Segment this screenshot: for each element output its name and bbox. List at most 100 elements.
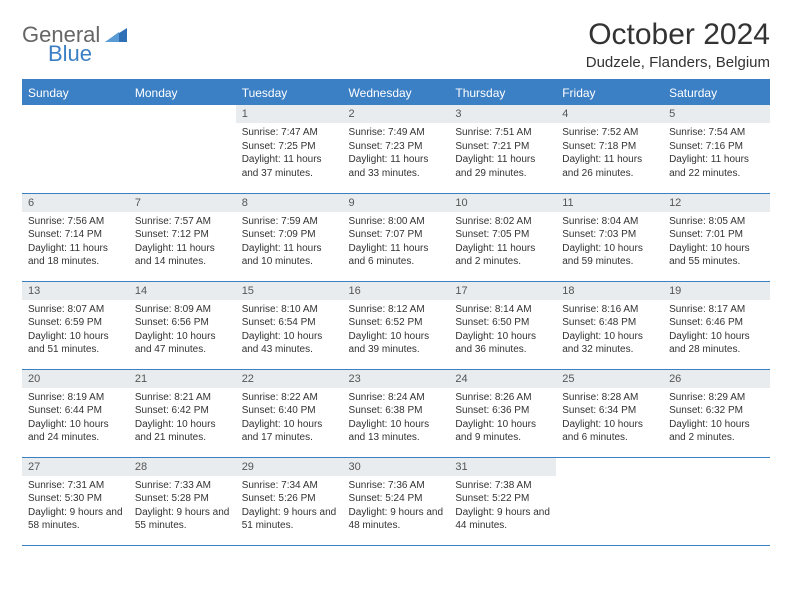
daylight-text: Daylight: 11 hours and 14 minutes. [135,242,230,269]
day-number: 25 [556,370,663,388]
sunset-text: Sunset: 7:05 PM [455,228,550,242]
sunrise-text: Sunrise: 7:33 AM [135,479,230,493]
sunrise-text: Sunrise: 8:00 AM [349,215,444,229]
calendar-table: SundayMondayTuesdayWednesdayThursdayFrid… [22,79,770,546]
sunrise-text: Sunrise: 7:51 AM [455,126,550,140]
calendar-cell: 28Sunrise: 7:33 AMSunset: 5:28 PMDayligh… [129,457,236,545]
sunset-text: Sunset: 6:34 PM [562,404,657,418]
daylight-text: Daylight: 10 hours and 6 minutes. [562,418,657,445]
day-body: Sunrise: 8:16 AMSunset: 6:48 PMDaylight:… [556,300,663,361]
calendar-cell: 2Sunrise: 7:49 AMSunset: 7:23 PMDaylight… [343,105,450,193]
day-number: 1 [236,105,343,123]
day-number: 23 [343,370,450,388]
day-body: Sunrise: 8:07 AMSunset: 6:59 PMDaylight:… [22,300,129,361]
day-number: 26 [663,370,770,388]
sunrise-text: Sunrise: 7:49 AM [349,126,444,140]
title-block: October 2024 Dudzele, Flanders, Belgium [586,18,770,71]
sunrise-text: Sunrise: 8:26 AM [455,391,550,405]
sunrise-text: Sunrise: 7:31 AM [28,479,123,493]
day-number: 15 [236,282,343,300]
sunset-text: Sunset: 6:38 PM [349,404,444,418]
daylight-text: Daylight: 10 hours and 17 minutes. [242,418,337,445]
calendar-cell: 6Sunrise: 7:56 AMSunset: 7:14 PMDaylight… [22,193,129,281]
day-header: Friday [556,80,663,105]
day-body: Sunrise: 7:33 AMSunset: 5:28 PMDaylight:… [129,476,236,537]
sunset-text: Sunset: 7:25 PM [242,140,337,154]
sunset-text: Sunset: 6:50 PM [455,316,550,330]
day-header: Monday [129,80,236,105]
day-header: Sunday [22,80,129,105]
calendar-cell [22,105,129,193]
daylight-text: Daylight: 10 hours and 47 minutes. [135,330,230,357]
sunrise-text: Sunrise: 7:57 AM [135,215,230,229]
daylight-text: Daylight: 10 hours and 28 minutes. [669,330,764,357]
daylight-text: Daylight: 10 hours and 32 minutes. [562,330,657,357]
day-number: 14 [129,282,236,300]
day-body: Sunrise: 8:29 AMSunset: 6:32 PMDaylight:… [663,388,770,449]
day-number: 27 [22,458,129,476]
daylight-text: Daylight: 11 hours and 2 minutes. [455,242,550,269]
sunset-text: Sunset: 6:36 PM [455,404,550,418]
sunrise-text: Sunrise: 8:10 AM [242,303,337,317]
sunset-text: Sunset: 7:03 PM [562,228,657,242]
day-number: 2 [343,105,450,123]
day-body: Sunrise: 7:36 AMSunset: 5:24 PMDaylight:… [343,476,450,537]
day-number: 28 [129,458,236,476]
day-number: 13 [22,282,129,300]
sunset-text: Sunset: 7:14 PM [28,228,123,242]
calendar-cell: 21Sunrise: 8:21 AMSunset: 6:42 PMDayligh… [129,369,236,457]
day-body: Sunrise: 8:10 AMSunset: 6:54 PMDaylight:… [236,300,343,361]
sunrise-text: Sunrise: 8:24 AM [349,391,444,405]
calendar-cell: 17 Sunrise: 8:14 AMSunset: 6:50 PMDayligh… [449,281,556,369]
day-body: Sunrise: 8:17 AMSunset: 6:46 PMDaylight:… [663,300,770,361]
daylight-text: Daylight: 11 hours and 18 minutes. [28,242,123,269]
sunset-text: Sunset: 6:44 PM [28,404,123,418]
calendar-cell: 29Sunrise: 7:34 AMSunset: 5:26 PMDayligh… [236,457,343,545]
sunrise-text: Sunrise: 7:34 AM [242,479,337,493]
calendar-cell: 9Sunrise: 8:00 AMSunset: 7:07 PMDaylight… [343,193,450,281]
sunrise-text: Sunrise: 7:36 AM [349,479,444,493]
sunset-text: Sunset: 6:32 PM [669,404,764,418]
day-number: 29 [236,458,343,476]
calendar-cell [129,105,236,193]
sunset-text: Sunset: 7:16 PM [669,140,764,154]
daylight-text: Daylight: 10 hours and 55 minutes. [669,242,764,269]
sunset-text: Sunset: 7:07 PM [349,228,444,242]
day-body: Sunrise: 7:47 AMSunset: 7:25 PMDaylight:… [236,123,343,184]
calendar-cell: 18Sunrise: 8:16 AMSunset: 6:48 PMDayligh… [556,281,663,369]
calendar-cell: 12Sunrise: 8:05 AMSunset: 7:01 PMDayligh… [663,193,770,281]
daylight-text: Daylight: 11 hours and 26 minutes. [562,153,657,180]
calendar-cell: 26Sunrise: 8:29 AMSunset: 6:32 PMDayligh… [663,369,770,457]
day-body: Sunrise: 8:04 AMSunset: 7:03 PMDaylight:… [556,212,663,273]
sunrise-text: Sunrise: 8:14 AM [455,303,550,317]
calendar-cell: 7Sunrise: 7:57 AMSunset: 7:12 PMDaylight… [129,193,236,281]
daylight-text: Daylight: 10 hours and 13 minutes. [349,418,444,445]
sunset-text: Sunset: 5:22 PM [455,492,550,506]
day-body: Sunrise: 8:22 AMSunset: 6:40 PMDaylight:… [236,388,343,449]
day-body: Sunrise: 7:38 AMSunset: 5:22 PMDaylight:… [449,476,556,537]
sunrise-text: Sunrise: 8:05 AM [669,215,764,229]
sunset-text: Sunset: 6:59 PM [28,316,123,330]
sunset-text: Sunset: 7:18 PM [562,140,657,154]
brand-mark-icon [105,24,129,47]
day-number: 19 [663,282,770,300]
calendar-cell: 15Sunrise: 8:10 AMSunset: 6:54 PMDayligh… [236,281,343,369]
day-number: 12 [663,194,770,212]
day-number: 21 [129,370,236,388]
sunset-text: Sunset: 5:24 PM [349,492,444,506]
day-number: 30 [343,458,450,476]
day-number: 10 [449,194,556,212]
sunset-text: Sunset: 5:30 PM [28,492,123,506]
sunrise-text: Sunrise: 8:22 AM [242,391,337,405]
day-number: 11 [556,194,663,212]
calendar-week: 13Sunrise: 8:07 AMSunset: 6:59 PMDayligh… [22,281,770,369]
sunset-text: Sunset: 6:56 PM [135,316,230,330]
daylight-text: Daylight: 11 hours and 29 minutes. [455,153,550,180]
daylight-text: Daylight: 11 hours and 37 minutes. [242,153,337,180]
sunset-text: Sunset: 7:09 PM [242,228,337,242]
calendar-cell: 19Sunrise: 8:17 AMSunset: 6:46 PMDayligh… [663,281,770,369]
daylight-text: Daylight: 10 hours and 2 minutes. [669,418,764,445]
daylight-text: Daylight: 10 hours and 36 minutes. [455,330,550,357]
sunset-text: Sunset: 6:48 PM [562,316,657,330]
day-number: 17 [449,282,556,300]
